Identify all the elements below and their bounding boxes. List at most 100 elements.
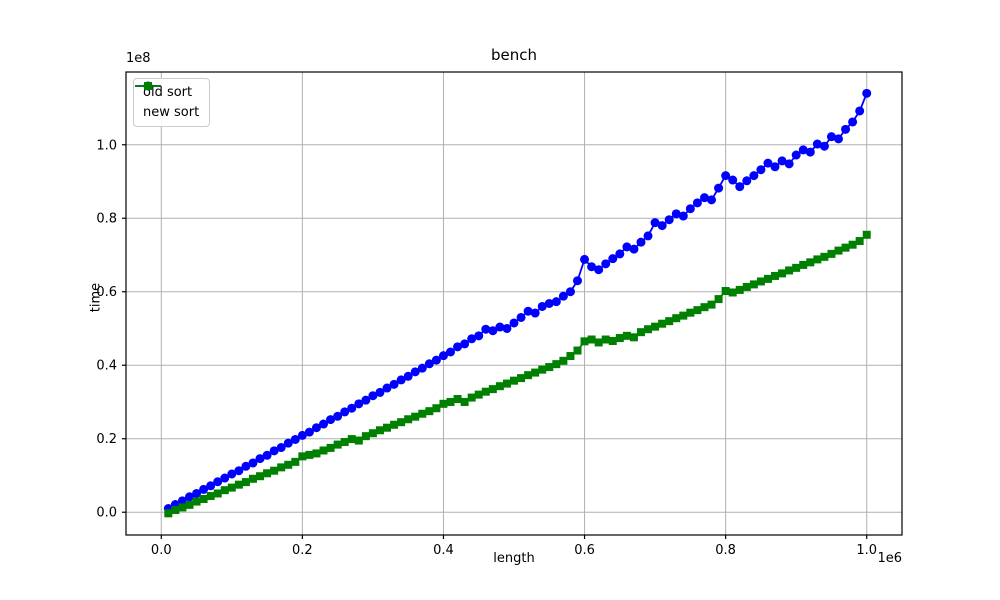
data-point-new-sort bbox=[446, 397, 455, 406]
data-point-new-sort bbox=[693, 306, 702, 315]
data-point-new-sort bbox=[573, 346, 582, 355]
data-point-old-sort bbox=[777, 156, 787, 166]
data-point-old-sort bbox=[248, 458, 258, 468]
data-point-old-sort bbox=[509, 318, 519, 328]
y-tick-label: 0.4 bbox=[96, 359, 117, 374]
data-point-old-sort bbox=[615, 249, 625, 259]
data-point-old-sort bbox=[431, 355, 441, 365]
data-point-new-sort bbox=[820, 252, 829, 261]
data-point-old-sort bbox=[199, 484, 209, 494]
data-point-old-sort bbox=[206, 481, 216, 491]
data-point-new-sort bbox=[517, 374, 526, 383]
data-point-new-sort bbox=[256, 472, 265, 481]
legend: old sort new sort bbox=[133, 78, 211, 127]
data-point-old-sort bbox=[544, 299, 554, 308]
data-point-old-sort bbox=[333, 411, 343, 421]
data-point-new-sort bbox=[700, 303, 709, 312]
legend-square-marker-icon bbox=[135, 82, 161, 90]
data-point-new-sort bbox=[340, 438, 349, 447]
data-point-old-sort bbox=[721, 171, 731, 181]
data-point-new-sort bbox=[319, 446, 328, 455]
data-point-new-sort bbox=[347, 435, 356, 444]
data-point-new-sort bbox=[291, 457, 300, 466]
data-point-new-sort bbox=[284, 460, 293, 469]
data-point-new-sort bbox=[397, 418, 406, 427]
data-point-new-sort bbox=[813, 255, 822, 264]
data-point-old-sort bbox=[728, 175, 738, 185]
x-tick-label: 0.2 bbox=[292, 543, 313, 558]
data-point-old-sort bbox=[283, 438, 293, 448]
data-point-old-sort bbox=[502, 323, 512, 333]
data-point-old-sort bbox=[834, 134, 844, 144]
data-point-old-sort bbox=[340, 407, 350, 417]
data-point-new-sort bbox=[622, 331, 631, 340]
data-point-old-sort bbox=[848, 117, 858, 127]
data-point-old-sort bbox=[389, 379, 399, 389]
data-point-old-sort bbox=[678, 211, 688, 221]
data-point-new-sort bbox=[629, 333, 638, 342]
chart-title: bench bbox=[490, 46, 537, 64]
data-point-old-sort bbox=[565, 287, 575, 297]
data-point-new-sort bbox=[665, 317, 674, 326]
data-point-new-sort bbox=[425, 407, 434, 416]
data-point-new-sort bbox=[199, 494, 208, 503]
data-point-new-sort bbox=[411, 412, 420, 421]
data-point-old-sort bbox=[382, 383, 392, 393]
data-point-old-sort bbox=[714, 183, 724, 193]
data-point-old-sort bbox=[756, 165, 766, 175]
data-point-old-sort bbox=[488, 326, 498, 336]
data-point-new-sort bbox=[714, 295, 723, 304]
data-point-new-sort bbox=[763, 274, 772, 283]
y-axis-offset-label: 1e8 bbox=[126, 51, 151, 66]
data-point-new-sort bbox=[171, 506, 180, 515]
data-point-new-sort bbox=[510, 376, 518, 385]
data-point-new-sort bbox=[439, 399, 448, 408]
data-point-old-sort bbox=[643, 231, 653, 241]
data-point-new-sort bbox=[404, 415, 413, 424]
data-point-old-sort bbox=[403, 371, 413, 381]
x-tick-label: 0.4 bbox=[433, 543, 454, 558]
data-point-old-sort bbox=[537, 301, 547, 311]
data-point-old-sort bbox=[220, 473, 230, 483]
data-point-new-sort bbox=[749, 280, 758, 289]
x-tick-label: 0.6 bbox=[574, 543, 595, 558]
data-point-old-sort bbox=[791, 150, 801, 160]
data-point-old-sort bbox=[446, 347, 456, 357]
data-point-old-sort bbox=[601, 259, 611, 269]
data-point-new-sort bbox=[277, 463, 286, 472]
y-tick-label: 0.8 bbox=[96, 212, 117, 227]
x-axis-offset-label: 1e6 bbox=[877, 551, 902, 566]
data-point-new-sort bbox=[263, 469, 272, 478]
data-point-old-sort bbox=[234, 466, 244, 476]
data-point-old-sort bbox=[798, 145, 808, 155]
data-point-old-sort bbox=[304, 427, 314, 437]
data-point-new-sort bbox=[855, 237, 864, 246]
data-point-new-sort bbox=[326, 443, 335, 452]
data-point-old-sort bbox=[319, 419, 329, 429]
data-point-new-sort bbox=[368, 429, 377, 438]
data-point-old-sort bbox=[417, 363, 427, 373]
data-point-old-sort bbox=[587, 262, 597, 272]
data-point-new-sort bbox=[354, 436, 363, 445]
x-tick-label: 0.0 bbox=[151, 543, 172, 558]
data-point-new-sort bbox=[778, 269, 787, 278]
data-point-old-sort bbox=[368, 391, 378, 401]
data-point-old-sort bbox=[657, 221, 667, 231]
data-point-new-sort bbox=[531, 368, 540, 377]
data-point-old-sort bbox=[410, 367, 420, 377]
data-point-old-sort bbox=[177, 496, 187, 506]
data-point-old-sort bbox=[671, 209, 681, 219]
data-point-old-sort bbox=[826, 132, 836, 142]
data-point-new-sort bbox=[658, 319, 667, 328]
data-point-old-sort bbox=[622, 242, 632, 252]
data-point-old-sort bbox=[326, 415, 336, 425]
data-point-new-sort bbox=[164, 509, 173, 518]
legend-item-new-sort: new sort bbox=[135, 82, 199, 121]
data-point-old-sort bbox=[749, 171, 759, 181]
y-axis-label: time bbox=[88, 282, 104, 313]
data-point-old-sort bbox=[290, 434, 300, 444]
data-point-old-sort bbox=[551, 297, 561, 307]
data-point-new-sort bbox=[651, 322, 660, 331]
data-point-new-sort bbox=[488, 385, 497, 394]
